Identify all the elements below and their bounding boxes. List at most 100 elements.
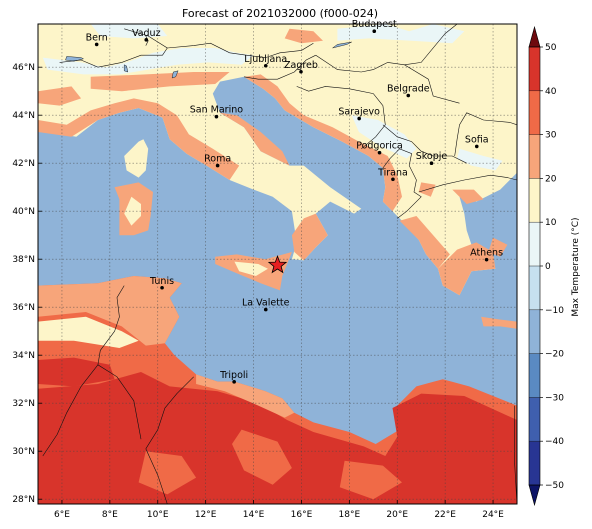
city-label: Athens xyxy=(470,248,503,259)
city-dot xyxy=(144,38,149,42)
lat-tick-label: 46°N xyxy=(12,63,35,73)
city-label: Bern xyxy=(86,32,108,43)
colorbar-segment xyxy=(529,397,540,442)
city-dot xyxy=(160,285,164,290)
region-bulgaria-warm xyxy=(452,189,484,204)
figure-title: Forecast of 2021032000 (f000-024) xyxy=(182,7,378,20)
city-label: San Marino xyxy=(190,105,243,116)
lat-tick-label: 28°N xyxy=(12,495,35,505)
city-label: Tunis xyxy=(149,276,174,287)
colorbar-tick-label: 0 xyxy=(545,262,551,272)
border-line xyxy=(315,24,458,73)
colorbar-segment xyxy=(529,309,540,354)
city-dot xyxy=(263,63,268,68)
city-dot xyxy=(215,163,220,168)
region-africa-hot-2 xyxy=(38,357,115,387)
colorbar-tick-label: −10 xyxy=(545,306,564,316)
city-dot xyxy=(232,380,236,384)
lake xyxy=(332,41,352,49)
border-line xyxy=(382,148,422,219)
city-dot xyxy=(474,144,479,149)
region-greece-peninsula xyxy=(438,242,496,296)
lon-tick-label: 18°E xyxy=(339,510,361,520)
lake xyxy=(171,70,179,79)
colorbar-tick-label: 30 xyxy=(545,131,557,141)
city-label: Podgorica xyxy=(356,141,403,152)
colorbar-segment xyxy=(529,353,540,398)
region-coast-strip-alps xyxy=(38,98,240,180)
colorbar-segment xyxy=(529,178,540,223)
border-line xyxy=(404,64,460,104)
colorbar-tick-label: 10 xyxy=(545,218,557,228)
colorbar-segment xyxy=(529,134,540,179)
lat-tick-label: 34°N xyxy=(12,351,35,361)
colorbar-segment xyxy=(529,90,540,135)
colorbar-tick-label: −20 xyxy=(545,350,564,360)
city-dot xyxy=(372,29,377,33)
lat-tick-label: 36°N xyxy=(12,303,35,313)
city-dot xyxy=(429,161,434,165)
region-hungary-cold xyxy=(337,24,465,44)
city-dot xyxy=(214,114,219,119)
lon-tick-label: 16°E xyxy=(291,510,313,520)
region-apennine-strip xyxy=(220,112,290,166)
graticule xyxy=(38,24,517,504)
region-corsica xyxy=(124,139,149,178)
colorbar: −50 −40 −30 −20 −10 0 10 20 30 40 50 xyxy=(528,25,564,507)
city-label: Sarajevo xyxy=(338,107,380,118)
border-line xyxy=(145,376,194,449)
city-dot xyxy=(94,42,99,47)
colorbar-tick-label: −50 xyxy=(545,481,564,491)
lon-tick-label: 8°E xyxy=(102,510,118,520)
city-label: Belgrade xyxy=(387,84,430,95)
lon-tick-label: 14°E xyxy=(243,510,265,520)
region-greece-west-strip xyxy=(399,216,450,269)
border-line xyxy=(59,28,168,68)
region-north-warm-2 xyxy=(38,86,82,106)
city-dot xyxy=(484,257,489,262)
country-borders xyxy=(42,24,517,504)
lon-tick-label: 20°E xyxy=(386,510,408,520)
region-bulgaria-cold xyxy=(457,148,503,171)
region-north-warm-3 xyxy=(284,28,323,44)
city-label: Vaduz xyxy=(132,28,161,39)
colorbar-under-arrow xyxy=(528,484,541,507)
lat-tick-label: 42°N xyxy=(12,159,35,169)
colorbar-tick-label: −40 xyxy=(545,437,564,447)
city-label: Tripoli xyxy=(219,370,248,381)
city-label: Sofia xyxy=(465,134,489,145)
region-adriatic-coast-strip xyxy=(244,74,402,212)
colorbar-segment xyxy=(529,47,540,91)
city-dot xyxy=(391,177,395,182)
lon-tick-label: 6°E xyxy=(54,510,70,520)
colorbar-segment xyxy=(529,266,540,310)
city-dot xyxy=(263,307,268,312)
region-sicily-core xyxy=(234,261,268,276)
border-line xyxy=(296,86,386,150)
lake xyxy=(123,64,129,73)
lon-tick-label: 24°E xyxy=(482,510,504,520)
colorbar-tick-label: 20 xyxy=(545,174,557,184)
region-africa-warm-patch-2 xyxy=(138,451,197,495)
region-balkan-cold xyxy=(351,115,417,159)
border-line xyxy=(454,112,517,157)
city-label: Budapest xyxy=(352,19,397,30)
border-line xyxy=(418,174,517,193)
map-frame xyxy=(37,23,518,505)
lat-tick-label: 38°N xyxy=(12,255,35,265)
region-africa-inner-cream xyxy=(38,316,139,348)
border-line xyxy=(514,405,517,504)
map-axes: 6°E 8°E 10°E 12°E 14°E 16°E 18°E 20°E 22°E 24°E 28… xyxy=(12,63,504,520)
city-label: Zagreb xyxy=(284,60,318,71)
colorbar-segment xyxy=(529,441,540,485)
city-dot xyxy=(377,150,382,155)
border-line xyxy=(145,448,168,504)
border-line xyxy=(145,35,149,46)
region-north-africa-east-strip xyxy=(196,374,295,418)
region-calabria xyxy=(291,213,328,261)
colorbar-tick-label: 40 xyxy=(545,87,557,97)
border-line xyxy=(167,42,314,58)
